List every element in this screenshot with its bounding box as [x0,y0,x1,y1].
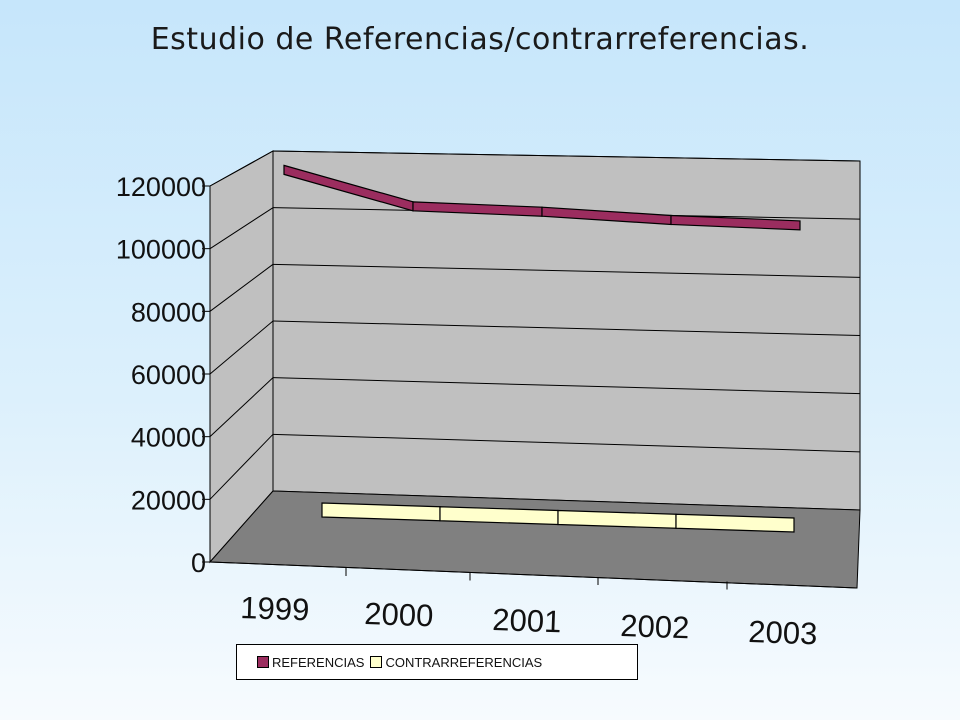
x-axis-line [209,561,858,589]
y-tick-label: 60000 [131,360,206,390]
gridline-side [209,207,274,250]
series-referencias [283,164,801,231]
gridline-side [209,377,274,438]
series-contrarreferencias [321,502,795,533]
gridline-side [209,433,274,500]
x-tick-label: 1999 [240,590,310,627]
side-wall [209,150,274,564]
y-tick-label: 120000 [116,172,206,202]
legend-label-contrarreferencias: CONTRARREFERENCIAS [385,654,543,670]
y-tick-label: 80000 [131,297,206,327]
x-tick-label: 2003 [748,614,818,651]
series-segment [675,513,795,533]
series-segment [670,214,801,231]
series-segment [321,502,441,522]
gridline-back [272,377,861,395]
gridline-back [272,433,861,453]
gridline-back [272,320,861,336]
chart-title: Estudio de Referencias/contrarreferencia… [150,22,810,57]
x-tick-label: 2000 [364,596,434,633]
legend-swatch-contrarreferencias [370,656,383,668]
gridline-back [272,150,861,162]
gridline-back [272,263,861,278]
series-segment [439,506,559,526]
gridline-side [209,263,274,312]
legend-label-referencias: REFERENCIAS [272,654,365,670]
y-tick-label: 100000 [116,235,206,265]
series-segment [557,509,677,529]
chart-legend: REFERENCIAS CONTRARREFERENCIAS [236,644,638,680]
gridline-side [209,150,274,187]
y-tick-label: 40000 [131,423,206,453]
gridline-side [209,320,274,375]
x-tick-label: 2001 [492,602,562,639]
y-tick-label: 0 [191,548,206,578]
legend-item-contrarreferencias: CONTRARREFERENCIAS [370,655,542,670]
legend-swatch-referencias [257,656,269,668]
x-tick-label: 2002 [620,608,690,645]
y-tick-label: 20000 [131,485,206,515]
back-wall [272,150,861,511]
legend-item-referencias: REFERENCIAS [257,655,364,670]
